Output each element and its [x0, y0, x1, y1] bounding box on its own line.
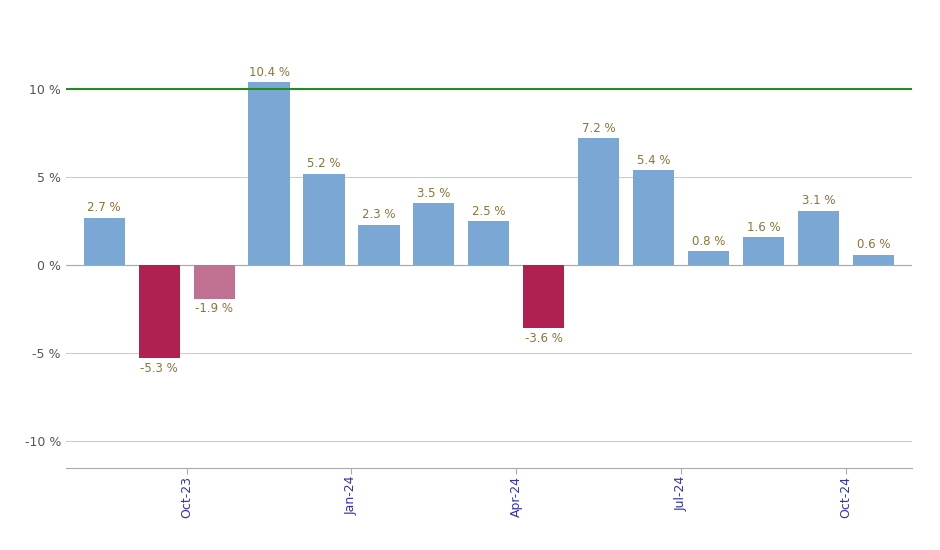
Bar — [414, 204, 454, 265]
Bar — [358, 224, 400, 265]
Text: 0.8 %: 0.8 % — [692, 235, 726, 248]
Text: 1.6 %: 1.6 % — [746, 221, 780, 234]
Bar — [853, 255, 894, 265]
Bar — [633, 170, 674, 265]
Bar — [194, 265, 235, 299]
Bar — [524, 265, 564, 328]
Text: -1.9 %: -1.9 % — [196, 302, 233, 315]
Text: 3.5 %: 3.5 % — [417, 188, 450, 200]
Text: -5.3 %: -5.3 % — [140, 361, 178, 375]
Text: 2.5 %: 2.5 % — [472, 205, 506, 218]
Bar — [304, 174, 345, 265]
Bar — [798, 211, 839, 265]
Text: 3.1 %: 3.1 % — [802, 194, 835, 207]
Text: 0.6 %: 0.6 % — [856, 238, 890, 251]
Bar — [138, 265, 180, 359]
Text: -3.6 %: -3.6 % — [525, 332, 563, 345]
Text: 5.2 %: 5.2 % — [307, 157, 340, 170]
Bar — [578, 139, 619, 265]
Text: 5.4 %: 5.4 % — [637, 154, 670, 167]
Bar — [84, 218, 125, 265]
Text: 2.7 %: 2.7 % — [87, 201, 121, 214]
Bar — [468, 221, 509, 265]
Bar — [248, 82, 290, 265]
Bar — [688, 251, 729, 265]
Text: 10.4 %: 10.4 % — [248, 66, 290, 79]
Text: 2.3 %: 2.3 % — [362, 208, 396, 222]
Bar — [743, 237, 784, 265]
Text: 7.2 %: 7.2 % — [582, 122, 616, 135]
